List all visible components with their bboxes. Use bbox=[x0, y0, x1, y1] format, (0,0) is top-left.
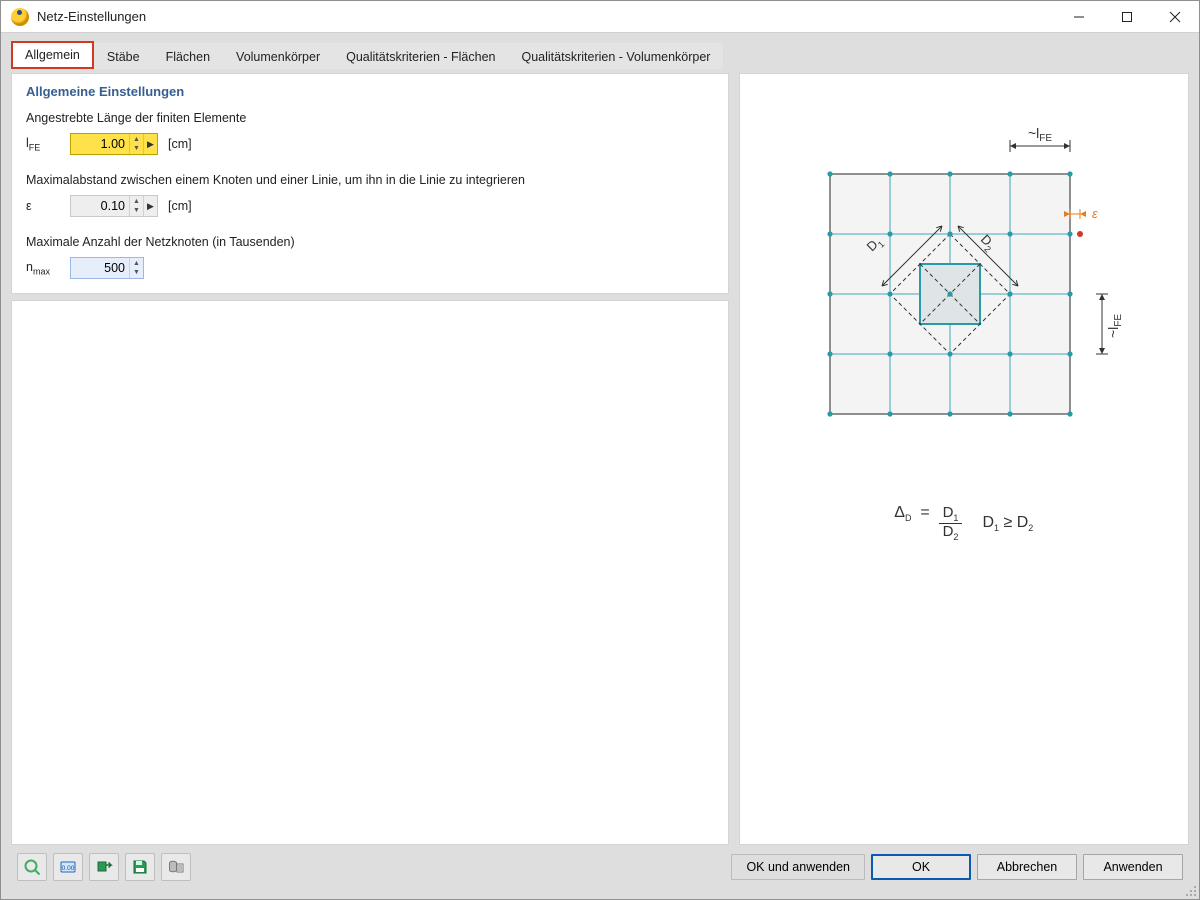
apply-button[interactable]: Anwenden bbox=[1083, 854, 1183, 880]
nmax-label: Maximale Anzahl der Netzknoten (in Tause… bbox=[26, 235, 714, 249]
left-panels: Allgemeine Einstellungen Angestrebte Län… bbox=[11, 73, 729, 845]
eps-symbol: ε bbox=[26, 199, 60, 213]
lfe-input[interactable]: ▲▼ ▶ bbox=[70, 133, 158, 155]
footer: 0.00 OK und anwenden OK Abbrechen Anwend… bbox=[11, 845, 1189, 889]
panel-title: Allgemeine Einstellungen bbox=[26, 84, 714, 99]
tab-staebe[interactable]: Stäbe bbox=[94, 43, 153, 69]
tab-qual-volumen[interactable]: Qualitätskriterien - Volumenkörper bbox=[509, 43, 724, 69]
tab-flaechen[interactable]: Flächen bbox=[153, 43, 223, 69]
eps-row: ε ▲▼ ▶ [cm] bbox=[26, 195, 714, 217]
eps-label: Maximalabstand zwischen einem Knoten und… bbox=[26, 173, 714, 187]
eps-unit: [cm] bbox=[168, 199, 192, 213]
tab-allgemein[interactable]: Allgemein bbox=[11, 41, 94, 69]
eps-extra[interactable]: ▶ bbox=[143, 196, 157, 216]
close-button[interactable] bbox=[1151, 1, 1199, 32]
window-title: Netz-Einstellungen bbox=[37, 9, 146, 24]
eps-field[interactable] bbox=[71, 196, 129, 216]
lfe-symbol: lFE bbox=[26, 136, 60, 153]
db-icon[interactable] bbox=[161, 853, 191, 881]
lfe-field[interactable] bbox=[71, 134, 129, 154]
lfe-spin[interactable]: ▲▼ bbox=[129, 134, 143, 154]
lfe-label: Angestrebte Länge der finiten Elemente bbox=[26, 111, 714, 125]
formula: ΔD = D1 D2 D1 ≥ D2 bbox=[740, 504, 1188, 543]
nmax-row: nmax ▲▼ bbox=[26, 257, 714, 279]
lfe-row: lFE ▲▼ ▶ [cm] bbox=[26, 133, 714, 155]
maximize-button[interactable] bbox=[1103, 1, 1151, 32]
app-icon bbox=[11, 8, 29, 26]
general-settings-panel: Allgemeine Einstellungen Angestrebte Län… bbox=[11, 73, 729, 294]
mesh-diagram: D1D2~lFE~lFEε bbox=[740, 74, 1188, 504]
svg-text:~lFE: ~lFE bbox=[1105, 314, 1124, 338]
nmax-symbol: nmax bbox=[26, 260, 60, 277]
cancel-button[interactable]: Abbrechen bbox=[977, 854, 1077, 880]
tab-volumen[interactable]: Volumenkörper bbox=[223, 43, 333, 69]
ok-apply-button[interactable]: OK und anwenden bbox=[731, 854, 865, 880]
nmax-input[interactable]: ▲▼ bbox=[70, 257, 144, 279]
svg-text:0.00: 0.00 bbox=[62, 865, 75, 872]
nmax-spin[interactable]: ▲▼ bbox=[129, 258, 143, 278]
dialog-window: Netz-Einstellungen Allgemein Stäbe Fläch… bbox=[0, 0, 1200, 900]
export-icon[interactable] bbox=[89, 853, 119, 881]
dialog-body: Allgemein Stäbe Flächen Volumenkörper Qu… bbox=[1, 33, 1199, 899]
save-icon[interactable] bbox=[125, 853, 155, 881]
diagram-wrap: D1D2~lFE~lFEε ΔD = D1 D2 D1 ≥ D2 bbox=[740, 74, 1188, 844]
help-icon[interactable] bbox=[17, 853, 47, 881]
tab-qual-flaechen[interactable]: Qualitätskriterien - Flächen bbox=[333, 43, 508, 69]
tabstrip: Allgemein Stäbe Flächen Volumenkörper Qu… bbox=[11, 39, 1189, 69]
diagram-panel: D1D2~lFE~lFEε ΔD = D1 D2 D1 ≥ D2 bbox=[739, 73, 1189, 845]
resize-grip-icon[interactable] bbox=[1183, 883, 1197, 897]
panels: Allgemeine Einstellungen Angestrebte Län… bbox=[11, 73, 1189, 845]
window-controls bbox=[1055, 1, 1199, 32]
svg-text:ε: ε bbox=[1092, 206, 1098, 221]
lfe-unit: [cm] bbox=[168, 137, 192, 151]
eps-spin[interactable]: ▲▼ bbox=[129, 196, 143, 216]
ok-button[interactable]: OK bbox=[871, 854, 971, 880]
lfe-extra[interactable]: ▶ bbox=[143, 134, 157, 154]
eps-input[interactable]: ▲▼ ▶ bbox=[70, 195, 158, 217]
svg-text:~lFE: ~lFE bbox=[1027, 125, 1051, 144]
titlebar: Netz-Einstellungen bbox=[1, 1, 1199, 33]
nmax-field[interactable] bbox=[71, 258, 129, 278]
minimize-button[interactable] bbox=[1055, 1, 1103, 32]
empty-panel bbox=[11, 300, 729, 845]
units-icon[interactable]: 0.00 bbox=[53, 853, 83, 881]
